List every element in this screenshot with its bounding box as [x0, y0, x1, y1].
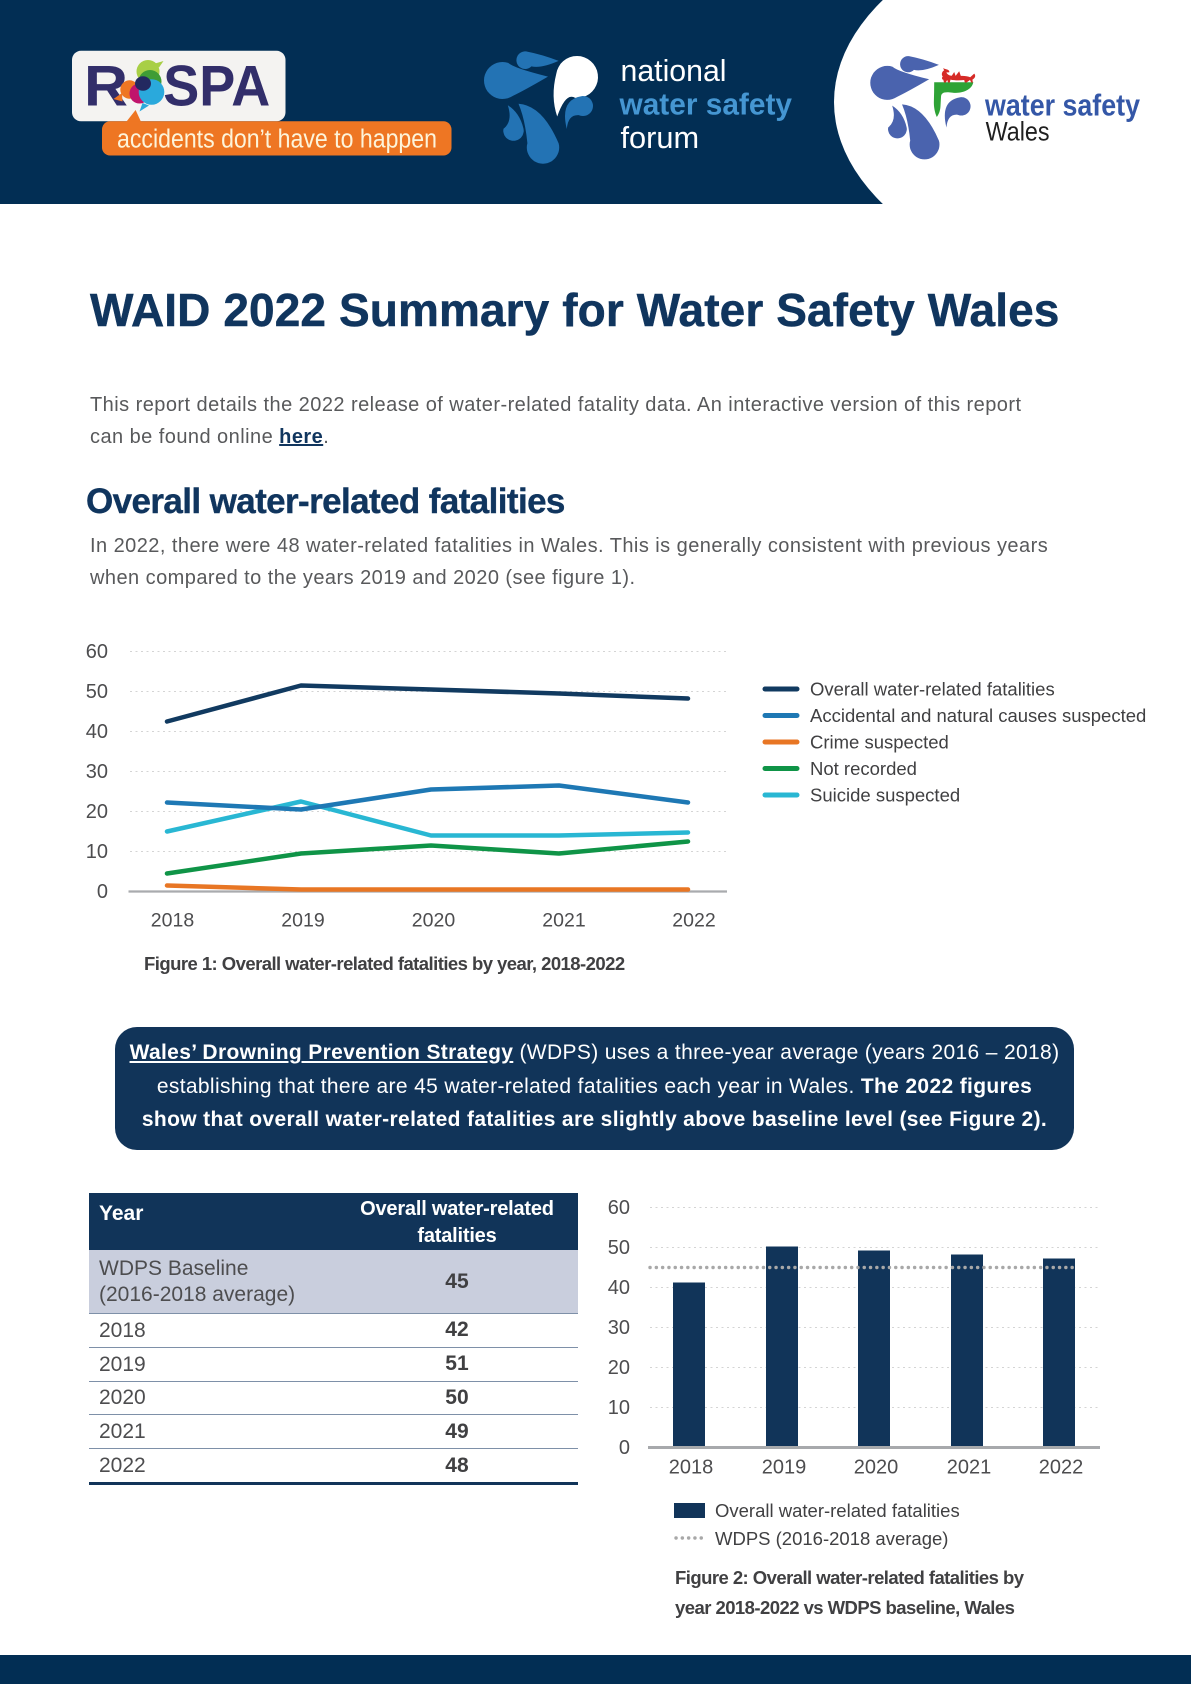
svg-text:20: 20: [86, 801, 108, 823]
svg-text:40: 40: [86, 721, 108, 743]
svg-text:10: 10: [608, 1397, 630, 1419]
svg-text:Wales: Wales: [986, 117, 1050, 147]
svg-text:Overall water-related fataliti: Overall water-related fatalities: [810, 679, 1055, 700]
svg-text:2019: 2019: [762, 1457, 807, 1479]
svg-text:2022: 2022: [1039, 1457, 1084, 1479]
svg-text:national: national: [621, 53, 727, 88]
svg-text:2018: 2018: [151, 910, 194, 932]
svg-text:2020: 2020: [412, 910, 456, 932]
svg-text:forum: forum: [621, 120, 700, 155]
svg-text:2020: 2020: [854, 1457, 899, 1479]
svg-text:60: 60: [608, 1197, 630, 1219]
svg-text:2021: 2021: [947, 1457, 992, 1479]
svg-text:50: 50: [86, 681, 108, 703]
svg-text:40: 40: [608, 1277, 630, 1299]
svg-text:2021: 2021: [542, 910, 585, 932]
svg-text:30: 30: [608, 1317, 630, 1339]
svg-text:SPA: SPA: [163, 54, 270, 118]
svg-text:60: 60: [86, 641, 108, 663]
svg-text:20: 20: [608, 1357, 630, 1379]
svg-text:Accidental and natural causes: Accidental and natural causes suspected: [810, 705, 1146, 726]
svg-text:2018: 2018: [669, 1457, 714, 1479]
svg-text:Crime suspected: Crime suspected: [810, 732, 949, 753]
svg-text:R: R: [84, 54, 128, 118]
svg-text:0: 0: [97, 881, 108, 903]
svg-text:Not recorded: Not recorded: [810, 758, 917, 779]
svg-text:Overall water-related fataliti: Overall water-related fatalities: [715, 1500, 960, 1521]
svg-text:WDPS (2016-2018 average): WDPS (2016-2018 average): [715, 1528, 948, 1549]
svg-text:2019: 2019: [281, 910, 324, 932]
svg-text:accidents don’t have to happen: accidents don’t have to happen: [117, 126, 437, 154]
svg-text:30: 30: [86, 761, 108, 783]
svg-text:50: 50: [608, 1237, 630, 1259]
svg-text:0: 0: [619, 1437, 630, 1459]
svg-text:Suicide suspected: Suicide suspected: [810, 785, 960, 806]
svg-text:water safety: water safety: [984, 88, 1141, 123]
svg-text:water safety: water safety: [619, 87, 793, 122]
svg-text:10: 10: [86, 841, 108, 863]
svg-text:2022: 2022: [672, 910, 715, 932]
